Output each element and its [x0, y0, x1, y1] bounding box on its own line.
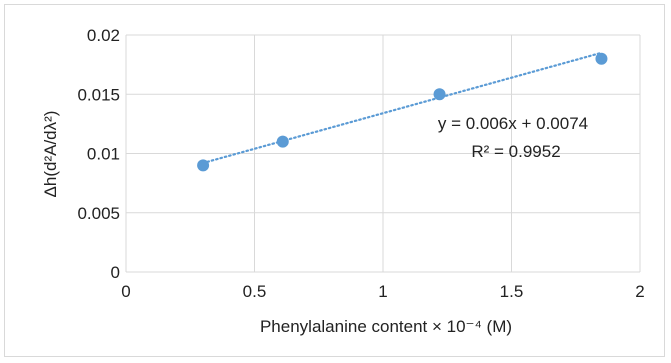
data-point	[276, 135, 289, 148]
x-tick-labels: 0 0.5 1 1.5 2	[121, 282, 644, 301]
trendline-group	[202, 51, 603, 165]
gridlines	[125, 34, 641, 273]
x-axis-title: Phenylalanine content × 10⁻⁴ (M)	[260, 317, 512, 336]
trendline-equation: y = 0.006x + 0.0074	[438, 114, 588, 133]
data-point	[433, 88, 446, 101]
data-point	[595, 52, 608, 65]
x-tick-label: 1.5	[500, 282, 524, 301]
data-point	[197, 159, 210, 172]
trendline	[202, 51, 603, 165]
y-tick-label: 0	[111, 263, 120, 282]
y-tick-label: 0.015	[77, 85, 120, 104]
x-tick-label: 1	[378, 282, 387, 301]
r-squared-label: R² = 0.9952	[471, 142, 560, 161]
y-tick-label: 0.02	[87, 26, 120, 45]
x-tick-label: 2	[635, 282, 644, 301]
y-axis-title: Δh(d²A/dλ²)	[41, 111, 60, 198]
data-points	[197, 52, 608, 172]
y-tick-label: 0.005	[77, 204, 120, 223]
chart-frame	[4, 4, 665, 357]
y-tick-labels: 0 0.005 0.01 0.015 0.02	[77, 26, 120, 282]
x-tick-label: 0	[121, 282, 130, 301]
y-tick-label: 0.01	[87, 145, 120, 164]
x-tick-label: 0.5	[243, 282, 267, 301]
